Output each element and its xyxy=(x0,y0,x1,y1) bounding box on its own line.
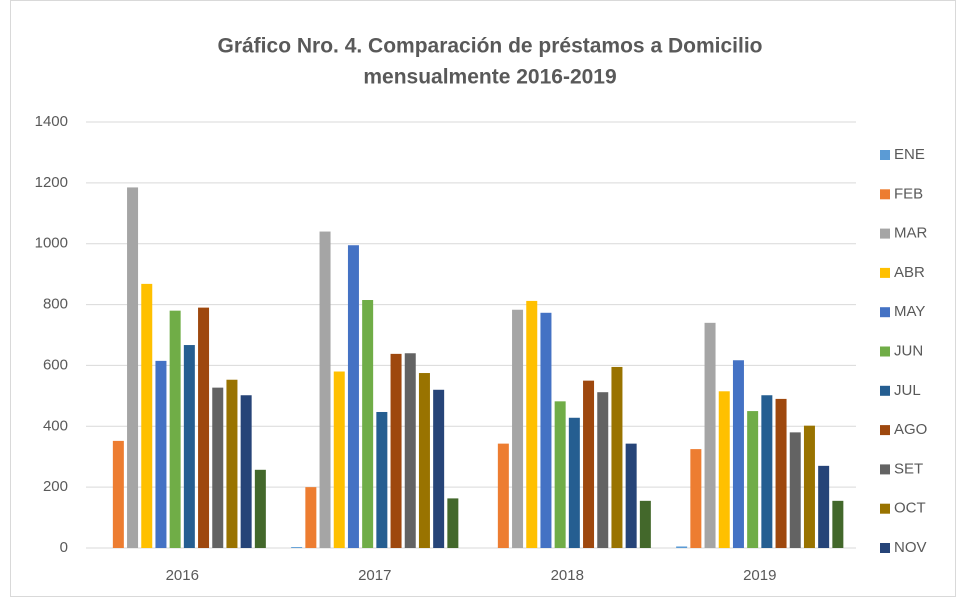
bar xyxy=(305,487,317,548)
chart-title: Gráfico Nro. 4. Comparación de préstamos… xyxy=(218,35,763,58)
x-tick-label: 2018 xyxy=(551,567,584,584)
bar xyxy=(240,395,252,548)
bar xyxy=(718,391,730,548)
bar xyxy=(226,379,238,548)
bar xyxy=(512,309,524,548)
bar xyxy=(832,500,844,548)
chart-title: mensualmente 2016-2019 xyxy=(363,66,616,89)
bar xyxy=(112,440,124,548)
legend-label: AGO xyxy=(894,421,927,438)
y-tick-label: 1000 xyxy=(35,235,68,252)
bar xyxy=(418,373,430,548)
bar xyxy=(704,322,716,548)
bar xyxy=(155,360,167,548)
legend-label: SET xyxy=(894,460,923,477)
y-tick-label: 600 xyxy=(43,356,68,373)
bar xyxy=(404,353,416,548)
y-tick-label: 0 xyxy=(60,539,68,556)
bar xyxy=(597,392,609,548)
y-tick-label: 200 xyxy=(43,478,68,495)
bar xyxy=(447,498,459,548)
bar xyxy=(376,411,388,548)
bar xyxy=(141,283,153,548)
bar xyxy=(789,432,801,548)
bar xyxy=(390,353,402,548)
bar xyxy=(690,449,702,548)
bar xyxy=(583,380,595,548)
legend-label: NOV xyxy=(894,539,927,556)
bar xyxy=(554,401,566,548)
legend-swatch xyxy=(880,346,890,357)
bar xyxy=(333,371,345,548)
bar xyxy=(212,387,224,548)
legend-swatch xyxy=(880,464,890,475)
bar xyxy=(540,312,552,548)
bar xyxy=(291,547,303,548)
bar xyxy=(433,389,445,548)
legend-label: OCT xyxy=(894,500,926,517)
bar xyxy=(198,307,210,548)
bar xyxy=(127,187,139,548)
bar xyxy=(526,300,538,548)
legend-label: JUN xyxy=(894,342,923,359)
legend-swatch xyxy=(880,189,890,200)
y-tick-label: 800 xyxy=(43,296,68,313)
bar xyxy=(169,310,181,548)
legend-label: ENE xyxy=(894,146,925,163)
bar xyxy=(676,546,688,548)
bar xyxy=(254,469,266,548)
bar xyxy=(639,500,651,548)
y-tick-label: 1400 xyxy=(35,113,68,130)
bar xyxy=(761,395,773,548)
x-tick-label: 2017 xyxy=(358,567,391,584)
bar xyxy=(183,345,195,548)
legend-label: ABR xyxy=(894,264,925,281)
bar xyxy=(319,231,331,549)
legend-swatch xyxy=(880,425,890,436)
bar xyxy=(497,443,509,548)
bar xyxy=(347,245,359,548)
y-tick-label: 1200 xyxy=(35,174,68,191)
bar xyxy=(568,417,580,548)
legend-swatch xyxy=(880,543,890,553)
bar xyxy=(625,443,637,548)
legend-label: MAY xyxy=(894,303,925,320)
legend-swatch xyxy=(880,503,890,514)
bar xyxy=(803,425,815,548)
bar xyxy=(747,411,759,548)
bar xyxy=(611,366,623,548)
y-tick-label: 400 xyxy=(43,417,68,434)
bar xyxy=(775,398,787,548)
x-tick-label: 2016 xyxy=(166,567,199,584)
bar xyxy=(732,360,744,548)
x-tick-label: 2019 xyxy=(743,567,776,584)
legend-label: FEB xyxy=(894,185,923,202)
legend-label: MAR xyxy=(894,225,928,242)
legend-swatch xyxy=(880,228,890,239)
legend-swatch xyxy=(880,307,890,318)
bar xyxy=(362,300,374,548)
legend-swatch xyxy=(880,267,890,278)
bar xyxy=(818,465,830,548)
legend-swatch xyxy=(880,385,890,396)
legend-label: JUL xyxy=(894,382,921,399)
legend-swatch xyxy=(880,150,890,160)
